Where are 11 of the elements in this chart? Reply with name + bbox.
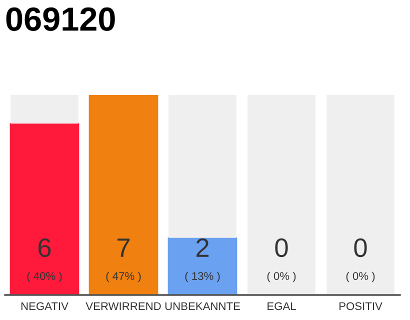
x-tick-label: UNBEKANNTE (165, 302, 240, 310)
data-label: 0 ( 0% ) (346, 238, 375, 282)
x-tick-label: NEGATIV (21, 302, 68, 310)
data-label: 0 ( 0% ) (267, 238, 296, 282)
data-label: 6 ( 40% ) (27, 238, 62, 282)
chart-title: 069120 (6, 7, 115, 31)
data-label: 2 ( 13% ) (185, 238, 220, 282)
x-tick-label: VERWIRREND (86, 302, 161, 310)
data-label: 7 ( 47% ) (106, 238, 141, 282)
x-tick-label: EGAL (268, 302, 296, 310)
x-tick-label: POSITIV (339, 302, 382, 310)
